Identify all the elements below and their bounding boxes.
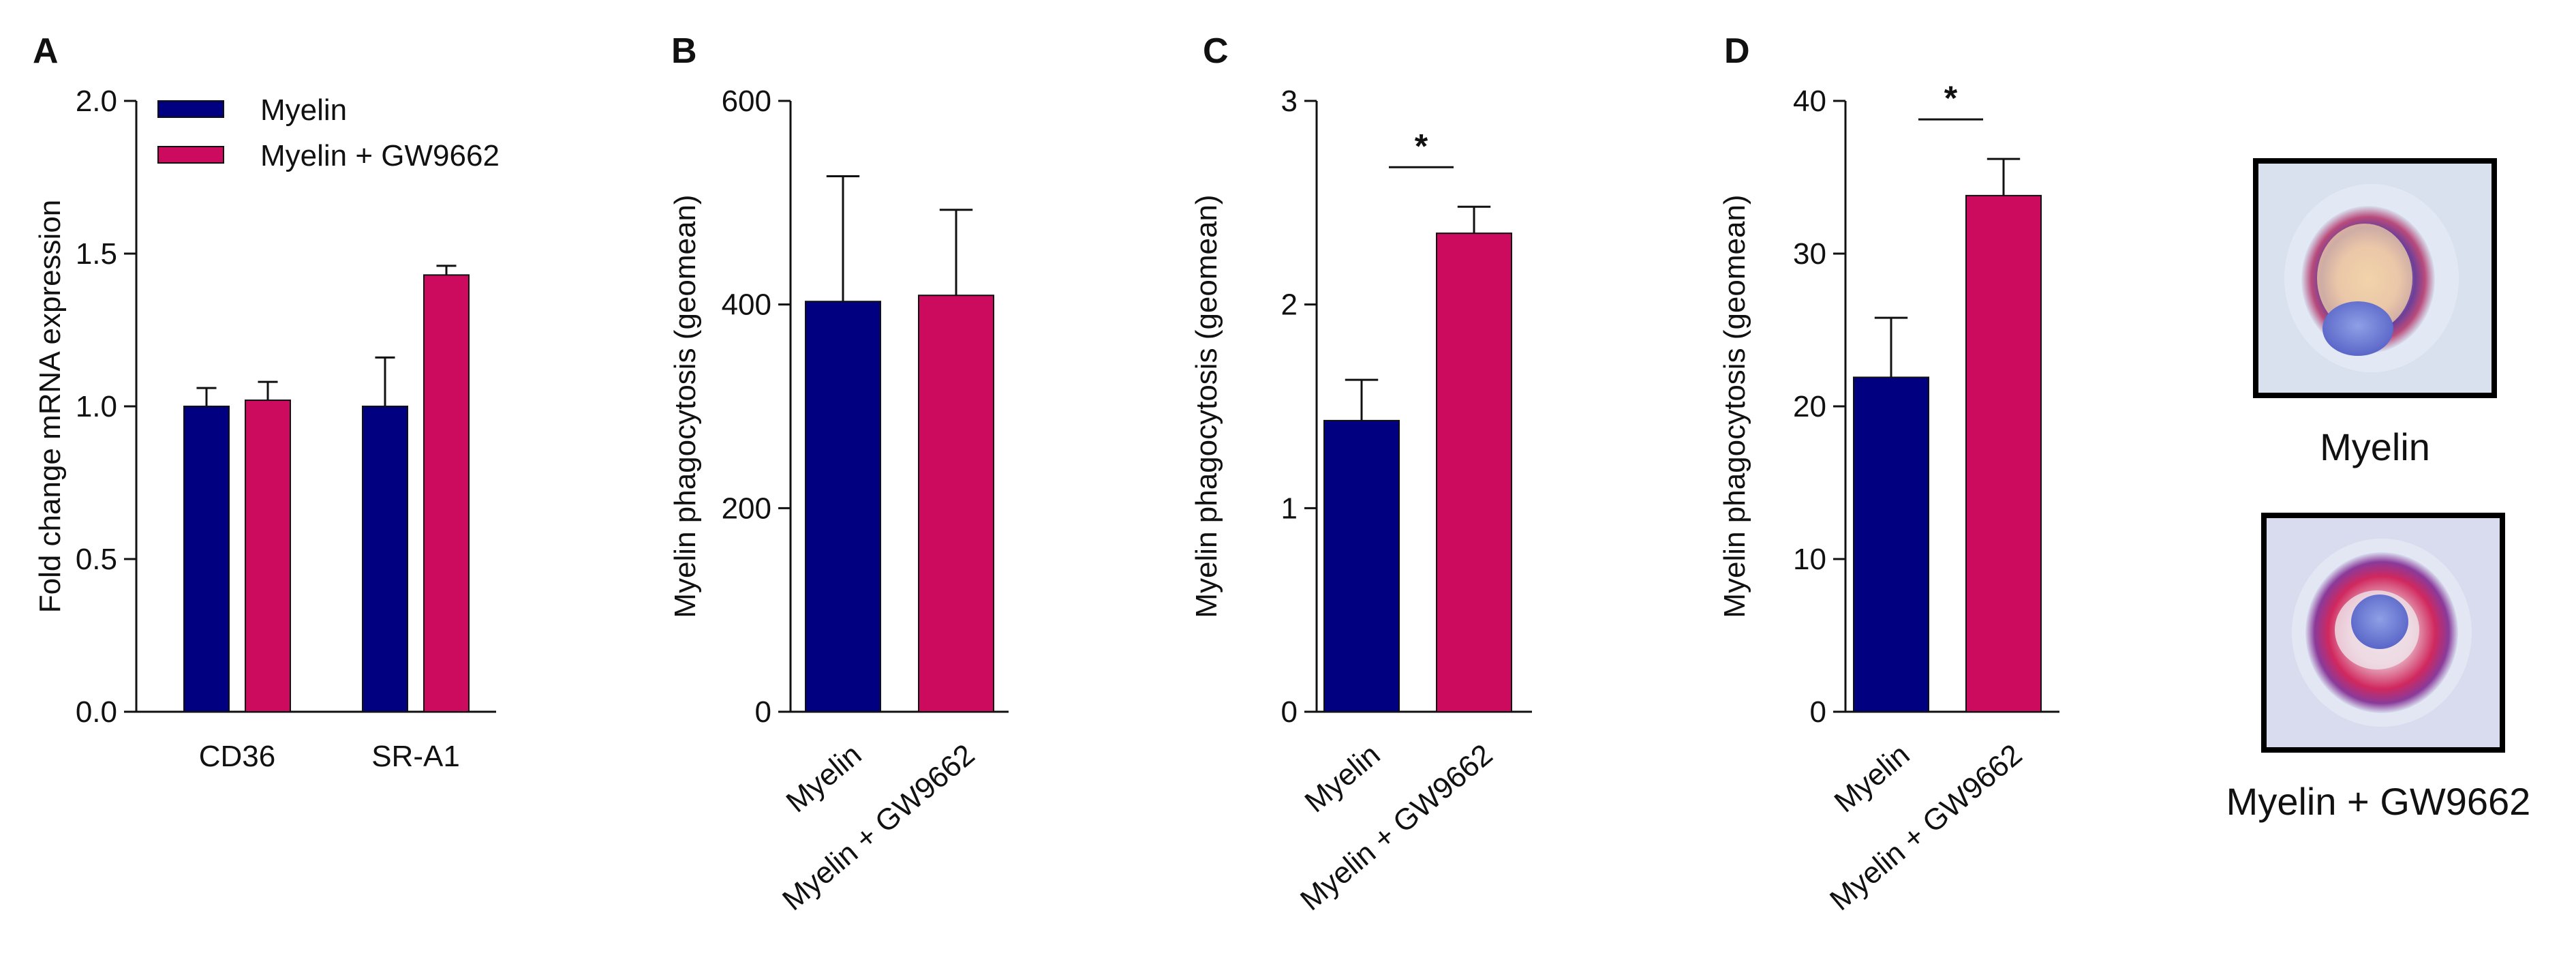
panel-letter-c: C [1203, 31, 1229, 71]
significance-star: * [1415, 127, 1428, 165]
x-category-label: Myelin [1299, 738, 1387, 819]
y-tick-label: 0 [755, 695, 771, 729]
caption-myelin-gw9662: Myelin + GW9662 [2226, 780, 2531, 823]
bar [1436, 232, 1512, 712]
chart-panel-d: 0 10 20 30 40 Myelin phagocytosis (geomean) My… [1718, 79, 2059, 917]
y-tick-label: 1.0 [76, 390, 117, 423]
significance-star: * [1944, 79, 1958, 117]
bar [1853, 376, 1929, 712]
y-axis-label: Myelin phagocytosis (geomean) [1190, 194, 1223, 618]
bar [1323, 419, 1400, 712]
bar [183, 406, 230, 712]
micrograph-myelin-gw9662 [2261, 513, 2505, 753]
legend-swatch-myelin [157, 100, 224, 118]
y-axis-label: Fold change mRNA expression [33, 200, 67, 614]
micrograph-myelin [2253, 158, 2497, 398]
x-category-label: SR-A1 [371, 740, 460, 773]
x-category-label: Myelin + GW9662 [1294, 738, 1499, 917]
y-tick-label: 0.0 [76, 695, 117, 729]
panel-letter-d: D [1724, 31, 1750, 71]
y-tick-label: 1 [1281, 492, 1298, 525]
chart-panel-a: 0.0 0.5 1.0 1.5 2.0 Fold change mRNA expressi… [33, 85, 496, 773]
y-tick-label: 20 [1793, 390, 1826, 423]
y-axis-label: Myelin phagocytosis (geomean) [669, 194, 702, 618]
y-tick-label: 600 [722, 85, 771, 118]
legend-label-myelin: Myelin [260, 93, 347, 127]
panel-letter-a: A [33, 31, 59, 71]
y-tick-label: 1.5 [76, 237, 117, 271]
x-category-label: Myelin [1828, 738, 1916, 819]
y-tick-label: 40 [1793, 85, 1826, 118]
legend-swatch-myelin-gw9662 [157, 146, 224, 164]
y-tick-label: 30 [1793, 237, 1826, 271]
bar [423, 274, 470, 712]
y-tick-label: 3 [1281, 85, 1298, 118]
x-category-label: CD36 [199, 740, 276, 773]
x-category-label: Myelin + GW9662 [1824, 738, 2028, 917]
y-tick-label: 400 [722, 288, 771, 322]
panel-letter-b: B [671, 31, 697, 71]
bar [245, 400, 291, 712]
chart-panel-c: 0 1 2 3 Myelin phagocytosis (geomean) MyelinM… [1190, 85, 1532, 917]
legend: Myelin Myelin + GW9662 [157, 93, 500, 172]
y-tick-label: 10 [1793, 543, 1826, 576]
bar [1965, 194, 2042, 712]
chart-panel-b: 0 200 400 600 Myelin phagocytosis (geomean) M… [669, 85, 1009, 917]
bar [918, 295, 994, 712]
y-tick-label: 200 [722, 492, 771, 525]
bar [362, 406, 408, 712]
x-category-label: Myelin [780, 738, 868, 819]
y-tick-label: 0 [1281, 695, 1298, 729]
y-tick-label: 0.5 [76, 543, 117, 576]
y-tick-label: 2 [1281, 288, 1298, 322]
legend-label-myelin-gw9662: Myelin + GW9662 [260, 139, 500, 172]
y-tick-label: 2.0 [76, 85, 117, 118]
x-category-label: Myelin + GW9662 [776, 738, 981, 917]
bar [805, 301, 881, 713]
caption-myelin: Myelin [2320, 425, 2430, 468]
y-axis-label: Myelin phagocytosis (geomean) [1718, 194, 1751, 618]
y-tick-label: 0 [1810, 695, 1826, 729]
